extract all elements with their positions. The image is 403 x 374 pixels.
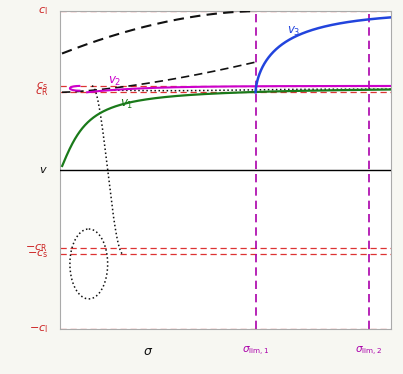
Text: $v_2$: $v_2$ bbox=[108, 75, 121, 88]
Text: $-c_{\rm R}$: $-c_{\rm R}$ bbox=[25, 242, 48, 254]
Text: $v$: $v$ bbox=[39, 165, 48, 175]
Text: $-c_{\rm s}$: $-c_{\rm s}$ bbox=[27, 248, 48, 260]
Text: $v_3$: $v_3$ bbox=[287, 24, 301, 37]
Text: $\sigma_{{\rm lim},2}$: $\sigma_{{\rm lim},2}$ bbox=[355, 345, 382, 358]
Text: $-c_{\rm l}$: $-c_{\rm l}$ bbox=[29, 323, 48, 335]
Text: $c_{\rm l}$: $c_{\rm l}$ bbox=[38, 5, 48, 17]
Text: $\sigma$: $\sigma$ bbox=[143, 345, 154, 358]
Text: $\sigma_{{\rm lim},1}$: $\sigma_{{\rm lim},1}$ bbox=[242, 345, 269, 358]
Text: $c_{\rm R}$: $c_{\rm R}$ bbox=[35, 86, 48, 98]
Text: $c_{\rm s}$: $c_{\rm s}$ bbox=[36, 80, 48, 92]
Text: $v_1$: $v_1$ bbox=[120, 98, 134, 111]
